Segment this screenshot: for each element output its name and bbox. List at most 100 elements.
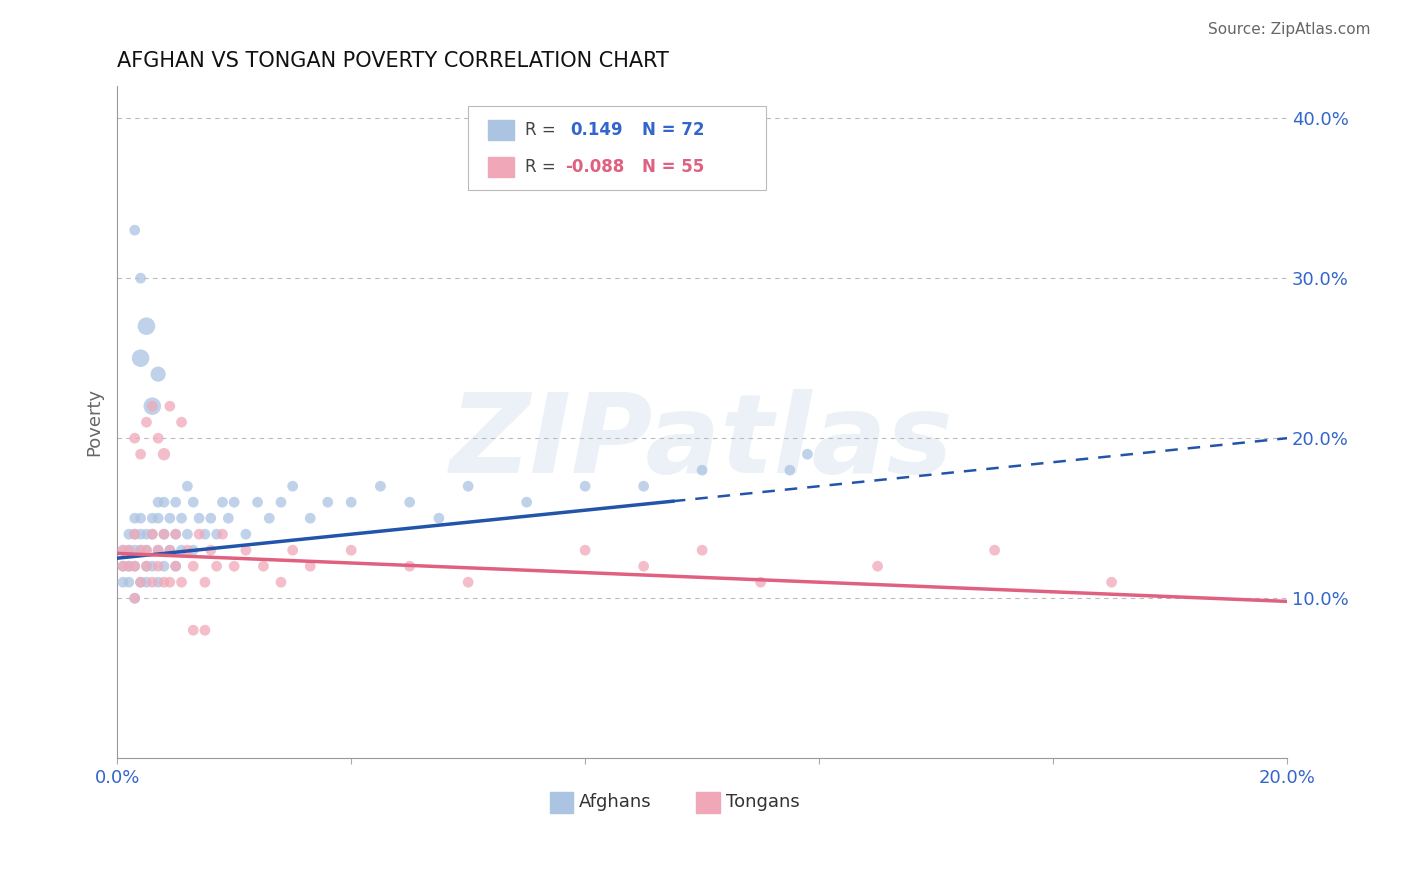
Point — [176, 527, 198, 541]
Point — [188, 527, 211, 541]
Point — [340, 495, 363, 509]
Point — [159, 543, 181, 558]
Point — [159, 511, 181, 525]
Point — [135, 575, 157, 590]
Point — [194, 527, 217, 541]
Text: N = 72: N = 72 — [643, 120, 704, 139]
Point — [153, 495, 176, 509]
Point — [1101, 575, 1123, 590]
Text: N = 55: N = 55 — [643, 158, 704, 176]
Point — [153, 447, 176, 461]
Point — [135, 559, 157, 574]
Point — [124, 431, 146, 445]
Point — [235, 543, 257, 558]
Point — [118, 575, 141, 590]
Point — [690, 543, 713, 558]
Point — [749, 575, 772, 590]
Point — [129, 271, 152, 285]
Point — [146, 495, 169, 509]
Y-axis label: Poverty: Poverty — [86, 388, 103, 456]
Point — [170, 511, 193, 525]
Point — [252, 559, 274, 574]
Point — [118, 543, 141, 558]
Point — [141, 527, 163, 541]
Point — [866, 559, 889, 574]
Bar — [488, 157, 513, 177]
Point — [224, 495, 246, 509]
Point — [340, 543, 363, 558]
Point — [153, 559, 176, 574]
Point — [281, 543, 304, 558]
Point — [146, 575, 169, 590]
Point — [779, 463, 801, 477]
Point — [124, 591, 146, 606]
Point — [516, 495, 538, 509]
Point — [141, 399, 163, 413]
Bar — [550, 792, 574, 814]
Point — [299, 559, 322, 574]
Point — [112, 575, 135, 590]
Point — [141, 559, 163, 574]
Point — [124, 527, 146, 541]
Point — [146, 543, 169, 558]
Point — [633, 479, 655, 493]
Point — [146, 511, 169, 525]
Point — [135, 543, 157, 558]
Point — [181, 559, 204, 574]
Point — [129, 447, 152, 461]
Point — [153, 575, 176, 590]
Text: R =: R = — [526, 120, 557, 139]
Point — [690, 463, 713, 477]
FancyBboxPatch shape — [468, 106, 766, 190]
Point — [159, 399, 181, 413]
Point — [124, 559, 146, 574]
Point — [194, 624, 217, 638]
Point — [141, 511, 163, 525]
Point — [181, 543, 204, 558]
Point — [170, 575, 193, 590]
Point — [165, 559, 187, 574]
Point — [135, 559, 157, 574]
Point — [299, 511, 322, 525]
Point — [146, 543, 169, 558]
Point — [153, 527, 176, 541]
Text: AFGHAN VS TONGAN POVERTY CORRELATION CHART: AFGHAN VS TONGAN POVERTY CORRELATION CHA… — [117, 51, 669, 70]
Point — [457, 575, 479, 590]
Point — [112, 543, 135, 558]
Point — [129, 575, 152, 590]
Point — [398, 495, 420, 509]
Point — [124, 591, 146, 606]
Point — [281, 479, 304, 493]
Point — [176, 479, 198, 493]
Point — [370, 479, 392, 493]
Point — [170, 415, 193, 429]
Point — [112, 559, 135, 574]
Point — [200, 511, 222, 525]
Point — [135, 415, 157, 429]
Bar — [696, 792, 720, 814]
Point — [124, 223, 146, 237]
Text: -0.088: -0.088 — [565, 158, 624, 176]
Text: Tongans: Tongans — [725, 793, 799, 811]
Point — [165, 495, 187, 509]
Point — [398, 559, 420, 574]
Point — [457, 479, 479, 493]
Point — [205, 559, 228, 574]
Point — [211, 495, 233, 509]
Point — [176, 543, 198, 558]
Point — [146, 367, 169, 381]
Point — [235, 527, 257, 541]
Point — [427, 511, 450, 525]
Point — [118, 527, 141, 541]
Point — [124, 559, 146, 574]
Point — [129, 351, 152, 366]
Point — [141, 575, 163, 590]
Text: 0.149: 0.149 — [569, 120, 623, 139]
Point — [224, 559, 246, 574]
Point — [200, 543, 222, 558]
Point — [270, 575, 292, 590]
Point — [159, 543, 181, 558]
Point — [316, 495, 339, 509]
Point — [118, 559, 141, 574]
Point — [129, 543, 152, 558]
